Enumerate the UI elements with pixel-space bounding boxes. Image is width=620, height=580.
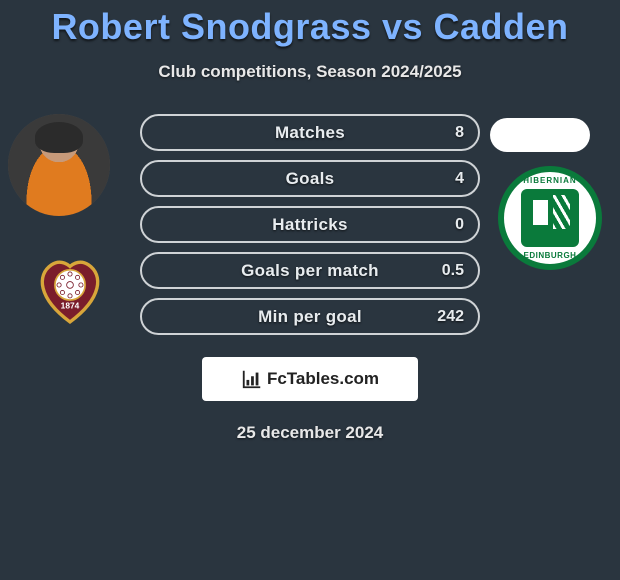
hearts-crest: 1874: [28, 248, 112, 332]
brand-badge: FcTables.com: [202, 357, 418, 401]
stat-value-right: 0.5: [442, 262, 464, 280]
club-badge-right: HIBERNIAN EDINBURGH: [498, 166, 602, 270]
stat-label: Matches: [275, 123, 345, 143]
infographic: Robert Snodgrass vs Cadden Club competit…: [0, 0, 620, 580]
stat-bar-gpm: Goals per match 0.5: [140, 252, 480, 289]
stat-bar-matches: Matches 8: [140, 114, 480, 151]
date-text: 25 december 2024: [0, 423, 620, 443]
page-title: Robert Snodgrass vs Cadden: [0, 0, 620, 48]
crest-text-top: HIBERNIAN: [504, 176, 596, 185]
crest-text-bottom: EDINBURGH: [504, 251, 596, 260]
hibernian-crest: HIBERNIAN EDINBURGH: [498, 166, 602, 270]
stat-bar-goals: Goals 4: [140, 160, 480, 197]
brand-text: FcTables.com: [267, 369, 379, 389]
stat-label: Hattricks: [272, 215, 347, 235]
crest-inner: [521, 189, 578, 246]
player-left-photo: [8, 114, 110, 216]
stat-bar-hattricks: Hattricks 0: [140, 206, 480, 243]
hearts-year-text: 1874: [61, 300, 80, 310]
subtitle: Club competitions, Season 2024/2025: [0, 62, 620, 82]
stat-label: Goals: [286, 169, 335, 189]
person-silhouette: [8, 114, 110, 216]
comparison-row: 1874 HIBERNIAN EDINBURGH Matches 8 Goals…: [0, 114, 620, 335]
stat-value-right: 0: [455, 216, 464, 234]
player-right-flag: [490, 118, 590, 152]
stat-value-right: 4: [455, 170, 464, 188]
stat-label: Goals per match: [241, 261, 379, 281]
stat-value-right: 8: [455, 124, 464, 142]
chart-icon: [241, 368, 263, 390]
club-badge-left: 1874: [28, 248, 112, 332]
stat-bar-mpg: Min per goal 242: [140, 298, 480, 335]
stat-bars: Matches 8 Goals 4 Hattricks 0 Goals per …: [140, 114, 480, 335]
stat-value-right: 242: [437, 308, 464, 326]
stat-label: Min per goal: [258, 307, 362, 327]
